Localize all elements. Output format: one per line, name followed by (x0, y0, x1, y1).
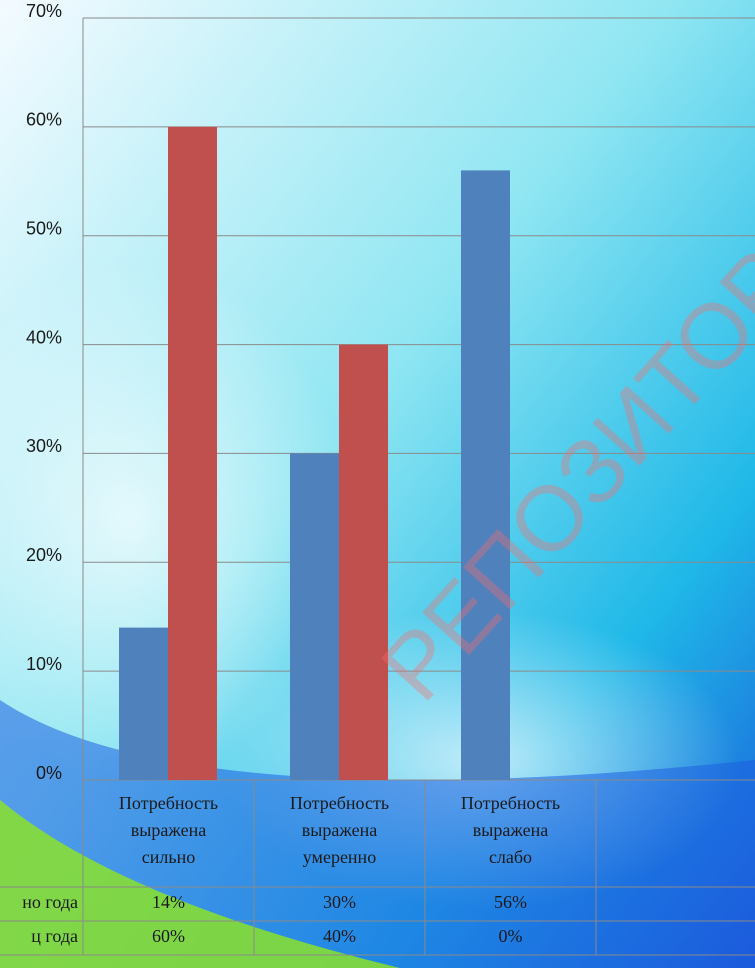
legend-entry: ц года (31, 926, 78, 946)
y-tick-label: 50% (26, 218, 62, 238)
legend-label: ц года (31, 926, 78, 946)
legend-label: но года (22, 892, 78, 912)
bar (339, 345, 388, 780)
legend-entry: но года (22, 892, 78, 912)
y-tick-label: 60% (26, 110, 62, 130)
bar (461, 170, 510, 780)
y-tick-label: 40% (26, 327, 62, 347)
data-label: 56% (494, 892, 527, 912)
data-label: 14% (152, 892, 185, 912)
data-label: 40% (323, 926, 356, 946)
data-label: 0% (499, 926, 523, 946)
y-tick-label: 30% (26, 436, 62, 456)
y-tick-label: 70% (26, 1, 62, 21)
y-tick-label: 20% (26, 545, 62, 565)
bar (119, 628, 168, 780)
chart: 0% 10% 20% 30% 40% 50% 60% 70% Потребностьвыраже… (0, 0, 755, 968)
y-tick-label: 10% (26, 654, 62, 674)
y-tick-label: 0% (36, 763, 62, 783)
bar (290, 453, 339, 780)
data-label: 60% (152, 926, 185, 946)
bar (168, 127, 217, 780)
data-label: 30% (323, 892, 356, 912)
